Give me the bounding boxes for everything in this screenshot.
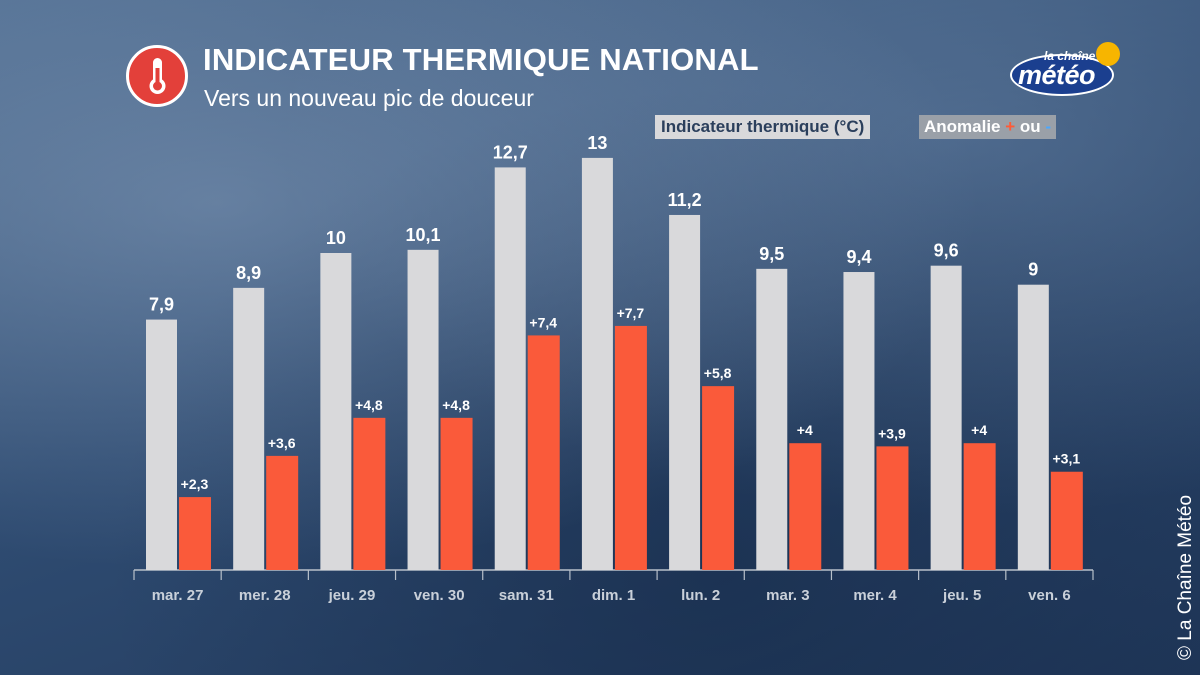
data-label-anomaly: +3,6 — [268, 435, 296, 451]
data-label-indicator: 10,1 — [406, 225, 441, 245]
chart-subtitle: Vers un nouveau pic de douceur — [204, 85, 534, 111]
bar-anomaly — [266, 455, 299, 570]
bar-indicator — [407, 249, 439, 570]
x-tick-label: ven. 6 — [1028, 587, 1071, 604]
data-label-anomaly: +4,8 — [442, 397, 470, 413]
legend-anomaly: Anomalie + ou - — [919, 115, 1057, 139]
x-tick-label: jeu. 5 — [942, 587, 981, 604]
x-tick-label: lun. 2 — [681, 587, 720, 604]
bar-indicator — [320, 253, 352, 570]
x-tick-label: mer. 28 — [239, 587, 291, 604]
bar-indicator — [494, 167, 526, 570]
data-label-indicator: 10 — [326, 228, 346, 248]
data-label-indicator: 7,9 — [149, 295, 174, 315]
x-tick-label: mar. 3 — [766, 587, 809, 604]
data-label-anomaly: +4,8 — [355, 397, 383, 413]
thermometer-icon — [126, 45, 188, 107]
bar-anomaly — [614, 325, 647, 570]
bar-anomaly — [876, 446, 909, 570]
data-label-indicator: 9,5 — [759, 244, 784, 264]
x-tick-label: mer. 4 — [853, 587, 897, 604]
bar-anomaly — [527, 335, 560, 570]
bar-indicator — [756, 268, 788, 570]
bar-anomaly — [1050, 471, 1083, 570]
data-label-indicator: 12,7 — [493, 142, 528, 162]
data-label-anomaly: +3,9 — [878, 425, 906, 441]
bar-indicator — [233, 287, 265, 570]
bar-anomaly — [702, 386, 735, 570]
bar-indicator — [581, 157, 613, 570]
legend-or-text: ou — [1015, 117, 1046, 136]
bar-indicator — [930, 265, 962, 570]
bar-anomaly — [440, 417, 473, 570]
data-label-anomaly: +4 — [971, 422, 987, 438]
x-tick-label: dim. 1 — [592, 587, 635, 604]
data-label-indicator: 9,6 — [934, 241, 959, 261]
x-tick-label: ven. 30 — [414, 587, 465, 604]
copyright-text: © La Chaîne Météo — [1175, 494, 1196, 660]
x-tick-label: jeu. 29 — [328, 587, 376, 604]
data-label-anomaly: +7,4 — [529, 314, 557, 330]
data-label-indicator: 8,9 — [236, 263, 261, 283]
legend-minus-sign: - — [1045, 117, 1052, 136]
logo-disc — [1010, 54, 1114, 96]
x-tick-label: mar. 27 — [152, 587, 204, 604]
data-label-anomaly: +5,8 — [704, 365, 732, 381]
data-label-indicator: 9 — [1028, 260, 1038, 280]
bar-indicator — [669, 214, 701, 570]
bar-anomaly — [789, 443, 822, 570]
logo-text-bottom: météo — [1018, 60, 1096, 90]
copyright-notice: © La Chaîne Météo — [1175, 420, 1196, 660]
brand-logo: la chaîne météo — [1008, 40, 1120, 104]
data-label-anomaly: +2,3 — [181, 476, 209, 492]
chart-title: INDICATEUR THERMIQUE NATIONAL — [203, 42, 759, 77]
data-label-indicator: 9,4 — [846, 247, 871, 267]
x-tick-label: sam. 31 — [499, 587, 554, 604]
legend-plus-sign: + — [1005, 117, 1016, 136]
data-label-indicator: 13 — [587, 133, 607, 153]
data-label-anomaly: +3,1 — [1052, 451, 1080, 467]
data-label-anomaly: +4 — [797, 422, 813, 438]
bar-anomaly — [179, 497, 211, 570]
data-label-indicator: 11,2 — [668, 190, 702, 210]
bar-indicator — [146, 319, 177, 570]
logo-text-top: la chaîne — [1044, 49, 1096, 63]
data-label-anomaly: +7,7 — [617, 305, 645, 321]
legend-indicator: Indicateur thermique (°C) — [655, 115, 871, 139]
bar-indicator — [1017, 284, 1049, 570]
bar-anomaly — [353, 417, 386, 570]
sun-icon — [1096, 42, 1120, 66]
bar-indicator — [843, 272, 875, 570]
legend-anomaly-text: Anomalie — [924, 117, 1006, 136]
bar-anomaly — [963, 443, 996, 570]
